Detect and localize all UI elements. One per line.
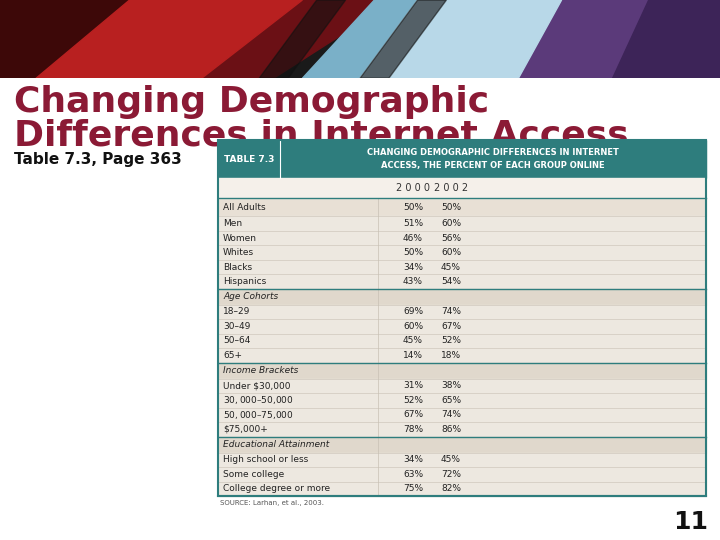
Text: 74%: 74% <box>441 410 461 420</box>
Text: 50%: 50% <box>403 203 423 212</box>
Text: 45%: 45% <box>441 262 461 272</box>
Bar <box>218 305 706 319</box>
Polygon shape <box>360 0 562 78</box>
Bar <box>218 231 706 245</box>
Text: 86%: 86% <box>441 425 461 434</box>
Text: 52%: 52% <box>441 336 461 346</box>
Text: 2 0 0 0: 2 0 0 0 <box>396 183 430 193</box>
Polygon shape <box>259 0 346 78</box>
Text: 43%: 43% <box>403 277 423 286</box>
Text: SOURCE: Larhan, et al., 2003.: SOURCE: Larhan, et al., 2003. <box>220 500 324 506</box>
Bar <box>218 178 706 198</box>
Bar <box>218 334 706 348</box>
Bar <box>218 274 706 289</box>
Polygon shape <box>490 0 720 78</box>
Bar <box>218 363 706 379</box>
Text: 60%: 60% <box>441 248 461 257</box>
Text: 65%: 65% <box>441 396 461 405</box>
Bar <box>218 260 706 274</box>
Text: 50%: 50% <box>441 203 461 212</box>
Text: Blacks: Blacks <box>223 262 252 272</box>
Bar <box>218 408 706 422</box>
Bar <box>218 482 706 496</box>
Text: $50,000–$75,000: $50,000–$75,000 <box>223 409 294 421</box>
Polygon shape <box>0 0 396 78</box>
Text: Changing Demographic: Changing Demographic <box>14 85 489 119</box>
Text: 54%: 54% <box>441 277 461 286</box>
Text: 74%: 74% <box>441 307 461 316</box>
Text: 82%: 82% <box>441 484 461 493</box>
Text: 65+: 65+ <box>223 351 242 360</box>
Text: 60%: 60% <box>441 219 461 228</box>
Text: College degree or more: College degree or more <box>223 484 330 493</box>
Text: 45%: 45% <box>403 336 423 346</box>
Bar <box>218 217 706 231</box>
Text: 34%: 34% <box>403 455 423 464</box>
Bar <box>218 319 706 334</box>
Text: 2 0 0 2: 2 0 0 2 <box>434 183 468 193</box>
Text: $30,000–$50,000: $30,000–$50,000 <box>223 394 294 407</box>
Text: 56%: 56% <box>441 234 461 242</box>
Text: CHANGING DEMOGRAPHIC DIFFERENCES IN INTERNET
ACCESS, THE PERCENT OF EACH GROUP O: CHANGING DEMOGRAPHIC DIFFERENCES IN INTE… <box>367 148 619 170</box>
Text: 67%: 67% <box>403 410 423 420</box>
Bar <box>218 437 706 453</box>
Text: Differences in Internet Access: Differences in Internet Access <box>14 118 629 152</box>
Text: 31%: 31% <box>403 381 423 390</box>
Text: 30–49: 30–49 <box>223 322 251 331</box>
Bar <box>218 245 706 260</box>
Text: 18–29: 18–29 <box>223 307 251 316</box>
Text: 78%: 78% <box>403 425 423 434</box>
Text: Some college: Some college <box>223 470 284 479</box>
Text: 38%: 38% <box>441 381 461 390</box>
Text: 72%: 72% <box>441 470 461 479</box>
Text: Hispanics: Hispanics <box>223 277 266 286</box>
Bar <box>218 348 706 363</box>
Text: 69%: 69% <box>403 307 423 316</box>
Text: 51%: 51% <box>403 219 423 228</box>
Bar <box>218 140 706 178</box>
Polygon shape <box>0 0 158 78</box>
Bar <box>218 198 706 217</box>
Polygon shape <box>36 0 302 78</box>
Bar <box>218 140 706 496</box>
Text: 18%: 18% <box>441 351 461 360</box>
Text: 46%: 46% <box>403 234 423 242</box>
Text: Whites: Whites <box>223 248 254 257</box>
Text: 45%: 45% <box>441 455 461 464</box>
Text: Women: Women <box>223 234 257 242</box>
Bar <box>218 379 706 393</box>
Bar <box>218 422 706 437</box>
Text: Men: Men <box>223 219 242 228</box>
Text: 75%: 75% <box>403 484 423 493</box>
Text: Under $30,000: Under $30,000 <box>223 381 290 390</box>
Text: TABLE 7.3: TABLE 7.3 <box>224 155 274 164</box>
Text: 52%: 52% <box>403 396 423 405</box>
Text: 50–64: 50–64 <box>223 336 251 346</box>
Polygon shape <box>360 0 446 78</box>
Text: 11: 11 <box>673 510 708 534</box>
Text: 14%: 14% <box>403 351 423 360</box>
Text: 50%: 50% <box>403 248 423 257</box>
Polygon shape <box>302 0 590 78</box>
Bar <box>218 289 706 305</box>
Text: $75,000+: $75,000+ <box>223 425 268 434</box>
Text: 67%: 67% <box>441 322 461 331</box>
Text: 34%: 34% <box>403 262 423 272</box>
Text: Income Brackets: Income Brackets <box>223 366 298 375</box>
Text: 60%: 60% <box>403 322 423 331</box>
Text: 63%: 63% <box>403 470 423 479</box>
Bar <box>218 393 706 408</box>
Bar <box>218 453 706 467</box>
Bar <box>218 467 706 482</box>
Text: Table 7.3, Page 363: Table 7.3, Page 363 <box>14 152 181 167</box>
Text: All Adults: All Adults <box>223 203 266 212</box>
Text: Age Cohorts: Age Cohorts <box>223 292 278 301</box>
Polygon shape <box>612 0 720 78</box>
Text: Educational Attainment: Educational Attainment <box>223 440 329 449</box>
Text: High school or less: High school or less <box>223 455 308 464</box>
